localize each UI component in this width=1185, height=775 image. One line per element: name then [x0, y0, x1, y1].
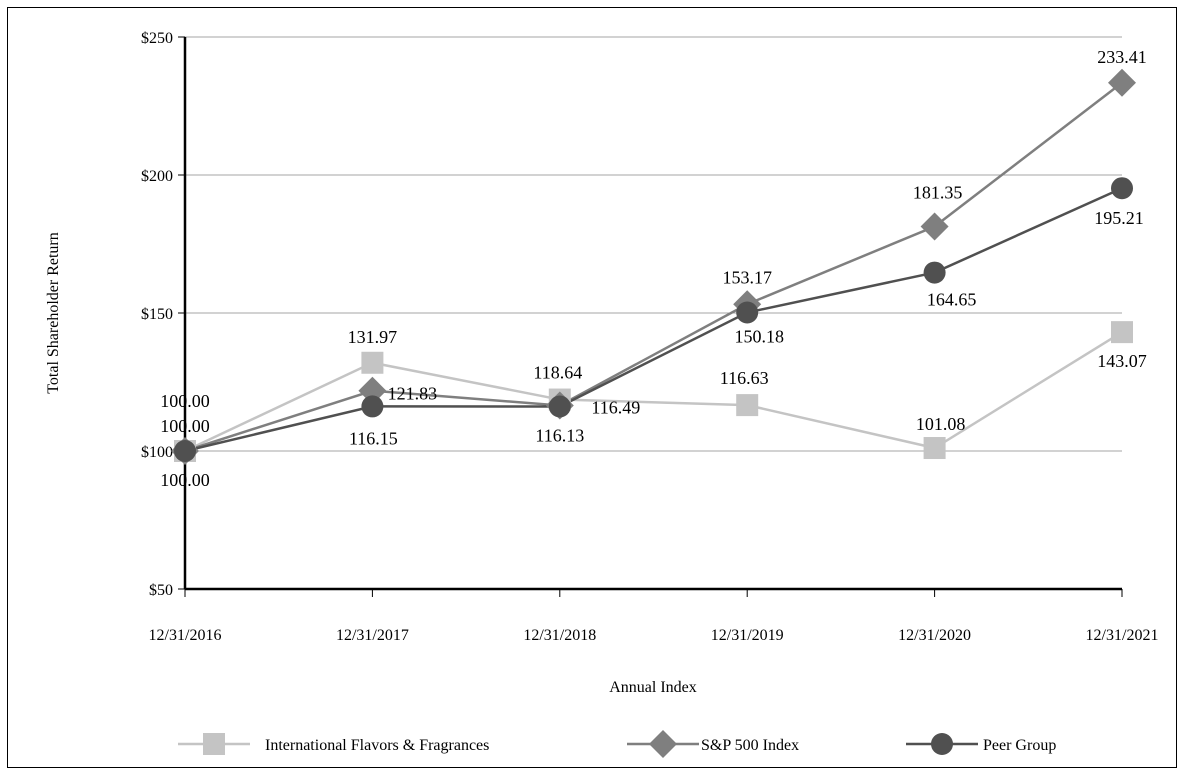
x-tick-label: 12/31/2020 — [898, 627, 971, 644]
data-label: 100.00 — [160, 470, 210, 490]
x-tick-label: 12/31/2019 — [711, 627, 784, 644]
legend-label-international-flavors-fragrances: International Flavors & Fragrances — [265, 737, 489, 754]
data-label: 116.15 — [349, 428, 398, 448]
y-tick-label: $250 — [141, 30, 173, 47]
x-axis-title: Annual Index — [609, 679, 697, 696]
data-point-s-p-500-index — [920, 212, 949, 241]
data-label: 233.41 — [1097, 47, 1147, 67]
legend-label-peer-group: Peer Group — [983, 737, 1056, 754]
series-line-s-p-500-index — [184, 81, 1123, 453]
legend-label-s-p-500-index: S&P 500 Index — [701, 737, 799, 754]
data-point-peer-group — [361, 395, 384, 418]
legend-marker-international-flavors-fragrances — [203, 733, 225, 755]
data-point-peer-group — [1111, 177, 1133, 200]
data-label: 181.35 — [913, 182, 963, 202]
data-label: 116.13 — [535, 425, 584, 445]
y-tick-label: $100 — [141, 444, 173, 461]
data-point-international-flavors-fragrances — [923, 437, 946, 460]
y-axis-title: Total Shareholder Return — [45, 232, 62, 394]
data-point-peer-group — [174, 440, 196, 462]
data-point-s-p-500-index — [358, 376, 387, 405]
y-tick-label: $50 — [149, 582, 173, 599]
data-point-peer-group — [548, 395, 571, 418]
data-label: 118.64 — [533, 363, 582, 383]
data-label: 101.08 — [916, 414, 966, 434]
data-label: 153.17 — [722, 267, 772, 287]
data-label: 121.83 — [388, 384, 438, 404]
data-point-international-flavors-fragrances — [736, 394, 759, 417]
y-tick-label: $200 — [141, 168, 173, 185]
data-label: 131.97 — [348, 327, 398, 347]
data-point-peer-group — [923, 261, 946, 284]
data-point-s-p-500-index — [1108, 68, 1136, 97]
data-label: 100.00 — [160, 391, 210, 411]
data-label: 116.49 — [591, 397, 640, 417]
legend-marker-s-p-500-index — [649, 730, 677, 758]
x-tick-label: 12/31/2018 — [523, 627, 596, 644]
data-label: 164.65 — [927, 290, 977, 310]
data-label: 143.07 — [1097, 351, 1147, 371]
data-point-peer-group — [736, 301, 759, 324]
legend-marker-peer-group — [931, 733, 953, 755]
data-label: 150.18 — [734, 327, 784, 347]
data-label: 195.21 — [1094, 208, 1144, 228]
data-label: 100.00 — [160, 416, 210, 436]
data-point-international-flavors-fragrances — [1111, 321, 1133, 344]
y-tick-label: $150 — [141, 306, 173, 323]
data-point-international-flavors-fragrances — [361, 351, 384, 374]
series-line-peer-group — [184, 187, 1123, 453]
x-tick-label: 12/31/2017 — [336, 627, 409, 644]
series-line-international-flavors-fragrances — [184, 331, 1123, 453]
x-tick-label: 12/31/2016 — [149, 627, 222, 644]
x-tick-label: 12/31/2021 — [1086, 627, 1159, 644]
data-label: 116.63 — [720, 368, 769, 388]
